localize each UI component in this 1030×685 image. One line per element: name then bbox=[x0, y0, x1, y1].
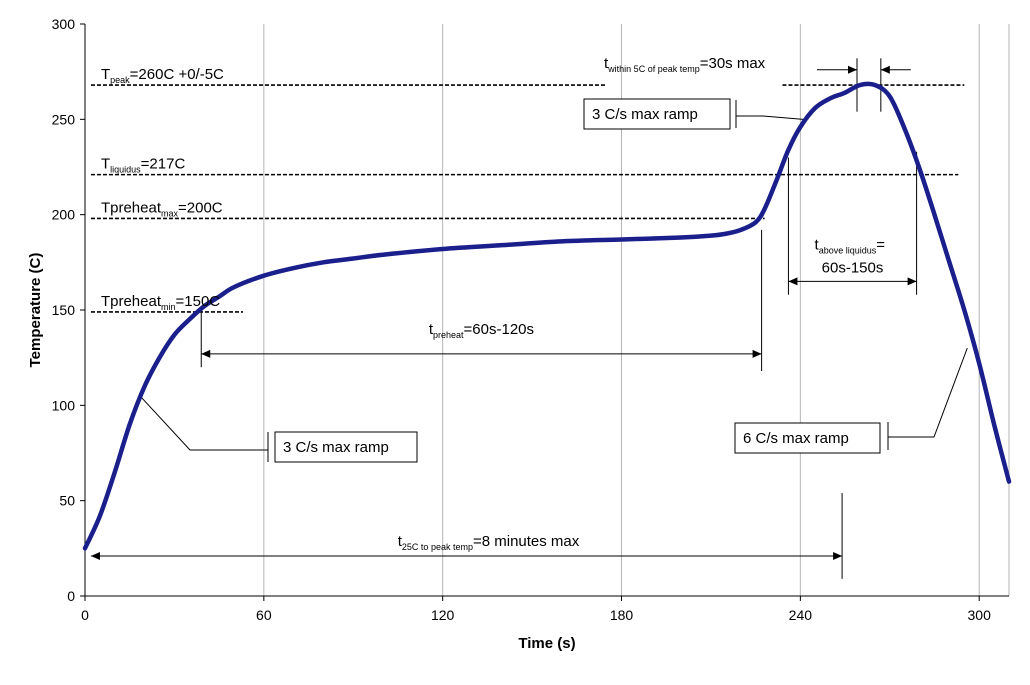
above-liquidus-arrow-left bbox=[788, 277, 798, 286]
reference-label: Tpeak=260C +0/-5C bbox=[101, 66, 224, 85]
ramp-up-2-label: 3 C/s max ramp bbox=[592, 106, 698, 123]
x-tick-label: 240 bbox=[789, 607, 813, 623]
ramp-up-1-leader bbox=[141, 397, 268, 451]
total-arrow-left bbox=[90, 551, 100, 560]
ramp-down-label-box bbox=[734, 422, 881, 454]
t-above-liquidus-value: 60s-150s bbox=[822, 259, 884, 276]
t-above-liquidus-label: tabove liquidus= bbox=[815, 236, 886, 255]
y-tick-label: 250 bbox=[52, 111, 76, 127]
t-total-label: t25C to peak temp=8 minutes max bbox=[398, 533, 580, 552]
y-tick-label: 150 bbox=[52, 302, 76, 318]
dimension-markers bbox=[90, 58, 918, 579]
y-axis-title: Temperature (C) bbox=[27, 253, 44, 368]
ramp-up-2-label-box bbox=[583, 98, 731, 130]
axis-layer: 0 60 120 180 240 300 0 50 100 150 200 250 300 bbox=[52, 16, 1009, 623]
reference-label: Tliquidus=217C bbox=[101, 156, 185, 175]
total-arrow-right bbox=[833, 551, 843, 560]
reference-label: Tpreheatmax=200C bbox=[101, 199, 223, 218]
leader-lines bbox=[141, 100, 968, 462]
annotation-labels: Tpeak=260C +0/-5C Tliquidus=217C Tpreheatm… bbox=[101, 55, 885, 552]
preheat-arrow-right bbox=[752, 349, 762, 358]
ramp-up-1-label-box bbox=[274, 431, 418, 463]
x-tick-label: 180 bbox=[610, 607, 634, 623]
temperature-curve bbox=[82, 81, 1012, 551]
x-tick-label: 0 bbox=[81, 607, 89, 623]
ramp-up-2-leader bbox=[736, 115, 804, 120]
y-tick-label: 50 bbox=[59, 493, 75, 509]
peak-window-arrow-left bbox=[847, 65, 857, 74]
above-liquidus-arrow-right bbox=[907, 277, 917, 286]
x-axis-title: Time (s) bbox=[518, 635, 575, 652]
ramp-down-label: 6 C/s max ramp bbox=[743, 430, 849, 447]
x-tick-label: 120 bbox=[431, 607, 455, 623]
peak-window-arrow-right bbox=[880, 65, 890, 74]
t-preheat-label: tpreheat=60s-120s bbox=[429, 321, 534, 340]
ramp-down-leader bbox=[888, 347, 968, 438]
ramp-up-1-label: 3 C/s max ramp bbox=[283, 439, 389, 456]
y-tick-label: 300 bbox=[52, 16, 76, 32]
x-tick-label: 300 bbox=[968, 607, 992, 623]
reference-label: Tpreheatmin=150C bbox=[101, 293, 220, 312]
preheat-arrow-left bbox=[201, 349, 211, 358]
x-tick-label: 60 bbox=[256, 607, 272, 623]
y-tick-label: 100 bbox=[52, 397, 76, 413]
y-tick-label: 200 bbox=[52, 207, 76, 223]
reference-lines bbox=[90, 84, 965, 313]
t-within-peak-label: twithin 5C of peak temp=30s max bbox=[604, 55, 766, 74]
y-tick-label: 0 bbox=[67, 588, 75, 604]
